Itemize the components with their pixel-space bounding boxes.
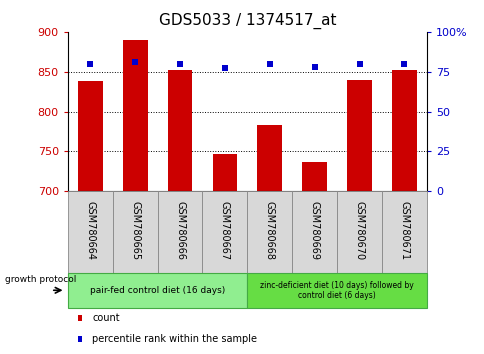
Text: GSM780664: GSM780664 xyxy=(85,201,95,260)
Bar xyxy=(391,70,416,191)
Point xyxy=(265,61,273,67)
FancyBboxPatch shape xyxy=(157,191,202,273)
Text: pair-fed control diet (16 days): pair-fed control diet (16 days) xyxy=(90,286,225,295)
Text: GSM780670: GSM780670 xyxy=(354,201,364,260)
FancyBboxPatch shape xyxy=(68,191,112,273)
Bar xyxy=(302,162,326,191)
Title: GDS5033 / 1374517_at: GDS5033 / 1374517_at xyxy=(158,13,335,29)
Bar xyxy=(347,80,371,191)
FancyBboxPatch shape xyxy=(336,191,381,273)
FancyBboxPatch shape xyxy=(247,191,291,273)
Bar xyxy=(257,125,282,191)
Point xyxy=(355,61,363,67)
Point xyxy=(221,65,228,71)
Point xyxy=(310,64,318,70)
Text: GSM780667: GSM780667 xyxy=(219,201,229,260)
Point xyxy=(400,61,408,67)
Text: GSM780665: GSM780665 xyxy=(130,201,140,260)
Bar xyxy=(167,70,192,191)
Text: GSM780669: GSM780669 xyxy=(309,201,319,260)
Bar xyxy=(122,40,147,191)
FancyBboxPatch shape xyxy=(68,273,247,308)
Bar xyxy=(78,81,103,191)
Text: growth protocol: growth protocol xyxy=(5,275,76,284)
Text: GSM780666: GSM780666 xyxy=(175,201,185,260)
FancyBboxPatch shape xyxy=(247,273,426,308)
Text: percentile rank within the sample: percentile rank within the sample xyxy=(92,334,257,344)
FancyBboxPatch shape xyxy=(202,191,247,273)
Bar xyxy=(212,154,237,191)
Text: GSM780668: GSM780668 xyxy=(264,201,274,260)
FancyBboxPatch shape xyxy=(112,191,157,273)
Point xyxy=(131,59,139,65)
Point xyxy=(176,61,183,67)
FancyBboxPatch shape xyxy=(381,191,426,273)
Text: zinc-deficient diet (10 days) followed by
control diet (6 days): zinc-deficient diet (10 days) followed b… xyxy=(259,281,413,300)
Text: count: count xyxy=(92,313,120,323)
Point xyxy=(86,61,94,67)
Text: GSM780671: GSM780671 xyxy=(398,201,408,260)
FancyBboxPatch shape xyxy=(291,191,336,273)
